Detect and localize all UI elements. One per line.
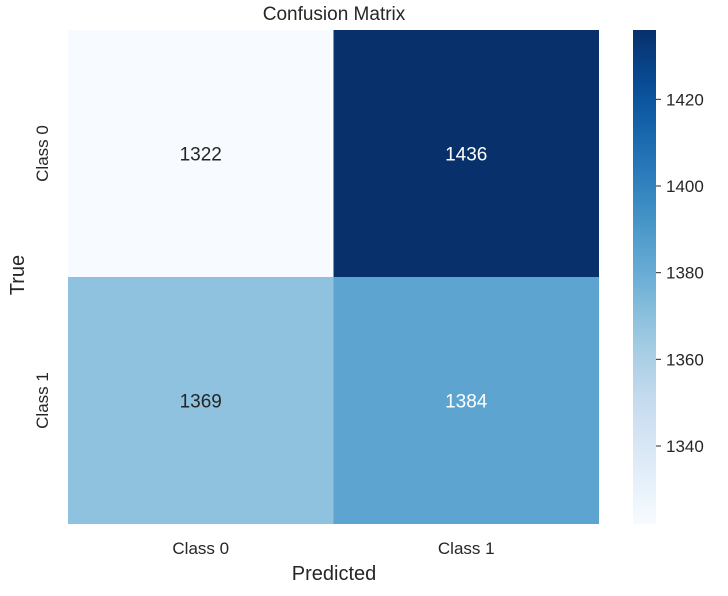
colorbar — [633, 30, 656, 524]
x-tick-labels: Class 0 Class 1 — [172, 539, 494, 558]
cell-value-label: 1369 — [180, 392, 222, 413]
cell-value-label: 1322 — [180, 145, 222, 166]
chart-title: Confusion Matrix — [263, 4, 406, 25]
colorbar-ticks: 1340 1360 1380 1400 1420 — [656, 90, 704, 456]
x-tick-label: Class 1 — [438, 539, 495, 558]
y-tick-label: Class 1 — [33, 372, 52, 429]
colorbar-tick-label: 1360 — [666, 350, 704, 369]
colorbar-tick-label: 1420 — [666, 90, 704, 109]
y-tick-label: Class 0 — [33, 125, 52, 182]
x-axis-label: Predicted — [292, 563, 377, 585]
heatmap-cell — [333, 277, 599, 524]
colorbar-tick-label: 1380 — [666, 264, 704, 283]
y-tick-labels: Class 0 Class 1 — [33, 125, 52, 429]
colorbar-tick-label: 1340 — [666, 437, 704, 456]
heatmap-cell — [68, 30, 334, 277]
colorbar-tick-label: 1400 — [666, 177, 704, 196]
x-tick-label: Class 0 — [172, 539, 229, 558]
heatmap-cells: 1322 1436 1369 1384 — [68, 30, 599, 524]
cell-value-label: 1384 — [445, 392, 488, 413]
heatmap-cell — [333, 30, 599, 277]
y-axis-label: True — [7, 255, 29, 295]
heatmap-cell — [68, 277, 334, 524]
cell-value-label: 1436 — [445, 145, 487, 166]
